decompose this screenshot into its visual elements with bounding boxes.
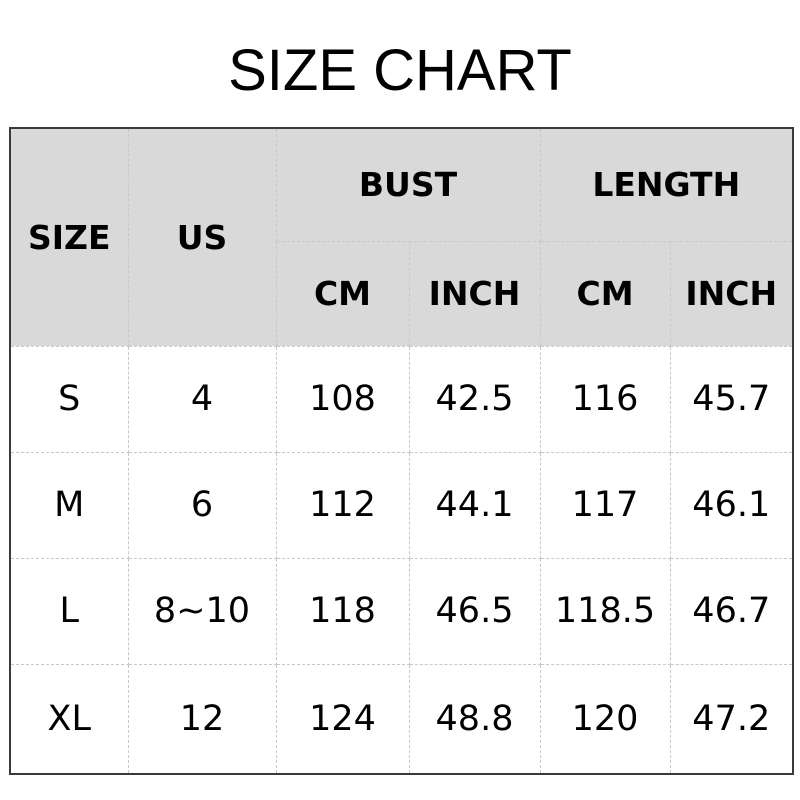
cell-length-inch: 46.7 [669, 557, 794, 665]
cell-bust-inch: 46.5 [408, 557, 541, 665]
cell-length-cm: 120 [539, 663, 671, 775]
header-length: LENGTH [539, 127, 794, 242]
header-length-inch: INCH [669, 240, 794, 347]
cell-length-cm: 116 [539, 345, 671, 453]
table-row: M 6 112 44.1 117 46.1 [9, 451, 794, 559]
cell-length-inch: 47.2 [669, 663, 794, 775]
header-us: US [127, 127, 277, 347]
cell-length-cm: 117 [539, 451, 671, 559]
table-row: XL 12 124 48.8 120 47.2 [9, 663, 794, 775]
cell-bust-inch: 42.5 [408, 345, 541, 453]
header-bust-inch: INCH [408, 240, 541, 347]
header-bust: BUST [275, 127, 541, 242]
cell-bust-cm: 118 [275, 557, 410, 665]
cell-length-cm: 118.5 [539, 557, 671, 665]
page-title: SIZE CHART [228, 38, 572, 103]
cell-bust-cm: 124 [275, 663, 410, 775]
header-bust-cm: CM [275, 240, 410, 347]
cell-bust-inch: 44.1 [408, 451, 541, 559]
cell-size: S [9, 345, 129, 453]
cell-size: L [9, 557, 129, 665]
header-size: SIZE [9, 127, 129, 347]
cell-length-inch: 45.7 [669, 345, 794, 453]
cell-bust-cm: 112 [275, 451, 410, 559]
cell-us: 4 [127, 345, 277, 453]
cell-us: 6 [127, 451, 277, 559]
header-length-cm: CM [539, 240, 671, 347]
table-row: L 8~10 118 46.5 118.5 46.7 [9, 557, 794, 665]
table-row: S 4 108 42.5 116 45.7 [9, 345, 794, 453]
cell-bust-cm: 108 [275, 345, 410, 453]
cell-size: XL [9, 663, 129, 775]
cell-bust-inch: 48.8 [408, 663, 541, 775]
cell-us: 8~10 [127, 557, 277, 665]
cell-length-inch: 46.1 [669, 451, 794, 559]
cell-us: 12 [127, 663, 277, 775]
cell-size: M [9, 451, 129, 559]
size-chart-table: SIZE US BUST LENGTH CM INCH CM INCH S 4 10… [9, 127, 795, 775]
